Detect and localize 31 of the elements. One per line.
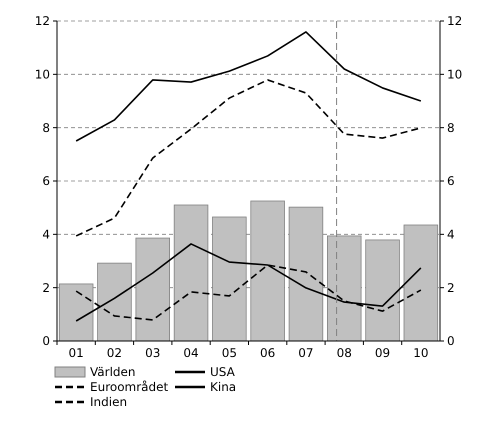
legend-label: Världen (90, 365, 136, 380)
legend-label: Euroområdet (90, 380, 169, 394)
y-tick-label: 2 (42, 280, 50, 295)
legend-label: Kina (210, 380, 236, 394)
x-tick-label: 01 (68, 346, 84, 360)
legend-label: USA (210, 365, 236, 380)
x-tick-label: 04 (183, 346, 199, 360)
y2-tick-label: 12 (447, 14, 462, 28)
y2-tick-label: 6 (447, 174, 455, 188)
x-tick-label: 08 (336, 346, 352, 360)
x-tick-label: 09 (374, 346, 390, 360)
y-tick-label: 8 (42, 120, 50, 135)
y2-tick-label: 0 (447, 334, 455, 348)
y-tick-label: 10 (34, 68, 50, 82)
line-series (75, 31, 422, 142)
x-tick-label: 03 (145, 346, 160, 360)
y-tick-label: 12 (34, 14, 50, 28)
y-tick-label: 0 (42, 334, 50, 348)
x-tick-label: 05 (222, 346, 237, 360)
x-tick-label: 07 (298, 346, 314, 360)
y-tick-label: 6 (42, 174, 50, 188)
y2-tick-label: 4 (447, 228, 455, 242)
y2-tick-label: 2 (447, 280, 455, 295)
line-series (75, 243, 422, 322)
x-tick-label: 02 (106, 346, 122, 360)
y2-tick-label: 8 (447, 120, 455, 135)
legend-label: Indien (90, 395, 128, 410)
x-tick-label: 06 (260, 346, 276, 360)
x-tick-label: 10 (413, 346, 428, 360)
y-tick-label: 4 (42, 228, 50, 242)
y2-tick-label: 10 (447, 68, 462, 82)
